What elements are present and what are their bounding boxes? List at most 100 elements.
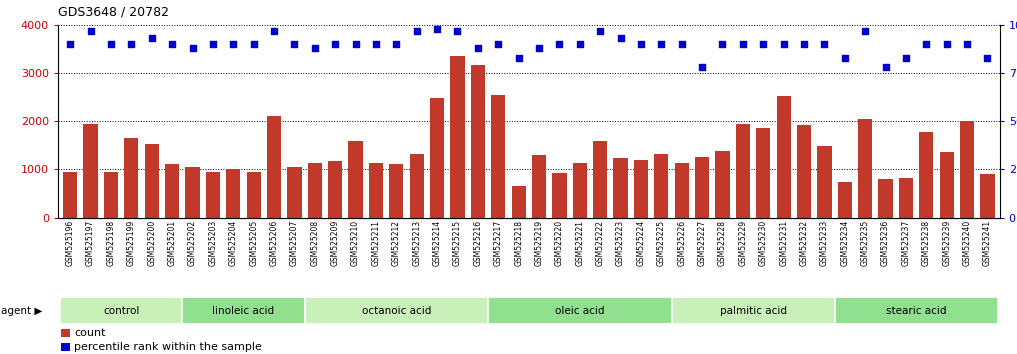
Point — [939, 41, 955, 47]
Text: GSM525198: GSM525198 — [107, 220, 116, 266]
Text: GSM525199: GSM525199 — [127, 220, 136, 266]
Point — [450, 28, 466, 33]
Bar — [430, 98, 444, 218]
Point — [204, 41, 221, 47]
Text: GSM525217: GSM525217 — [494, 220, 502, 266]
Point — [62, 41, 78, 47]
Point — [184, 45, 200, 51]
Bar — [940, 152, 954, 218]
Bar — [797, 125, 812, 218]
Text: GSM525222: GSM525222 — [596, 220, 605, 266]
Bar — [613, 158, 627, 218]
Bar — [735, 124, 750, 218]
Bar — [960, 121, 974, 218]
Bar — [777, 96, 791, 218]
Point — [959, 41, 975, 47]
Point — [265, 28, 282, 33]
Bar — [573, 163, 587, 218]
Text: GSM525233: GSM525233 — [820, 220, 829, 266]
Bar — [858, 119, 873, 218]
Text: GSM525231: GSM525231 — [779, 220, 788, 266]
Bar — [410, 154, 424, 218]
Text: GSM525224: GSM525224 — [637, 220, 646, 266]
Point — [653, 41, 669, 47]
Text: GSM525204: GSM525204 — [229, 220, 238, 266]
Point — [429, 26, 445, 32]
Text: stearic acid: stearic acid — [886, 306, 947, 316]
Point — [817, 41, 833, 47]
Text: GSM525215: GSM525215 — [453, 220, 462, 266]
Text: count: count — [74, 328, 106, 338]
Text: GSM525218: GSM525218 — [515, 220, 523, 266]
Point — [82, 28, 99, 33]
FancyBboxPatch shape — [671, 297, 835, 325]
Point — [572, 41, 588, 47]
Text: GSM525232: GSM525232 — [799, 220, 809, 266]
Text: GSM525223: GSM525223 — [616, 220, 625, 266]
Point — [694, 64, 710, 70]
Bar — [266, 116, 281, 218]
Text: GSM525201: GSM525201 — [168, 220, 177, 266]
Bar — [328, 161, 343, 218]
Text: GSM525208: GSM525208 — [310, 220, 319, 266]
Point — [409, 28, 425, 33]
Point — [225, 41, 241, 47]
Text: GSM525205: GSM525205 — [249, 220, 258, 266]
Bar — [674, 163, 689, 218]
Point — [796, 41, 813, 47]
Bar — [124, 138, 138, 218]
Text: GSM525211: GSM525211 — [371, 220, 380, 266]
Point — [327, 41, 344, 47]
Text: GSM525206: GSM525206 — [270, 220, 279, 266]
Point — [103, 41, 119, 47]
Point — [633, 41, 649, 47]
Bar — [185, 167, 199, 218]
Point — [776, 41, 792, 47]
Text: GSM525207: GSM525207 — [290, 220, 299, 266]
Point — [979, 55, 996, 61]
Bar — [308, 163, 322, 218]
Bar — [715, 151, 729, 218]
Text: GSM525200: GSM525200 — [147, 220, 157, 266]
Point — [531, 45, 547, 51]
Text: GSM525227: GSM525227 — [698, 220, 707, 266]
Bar — [899, 178, 913, 218]
Text: control: control — [103, 306, 139, 316]
Bar — [165, 164, 179, 218]
Bar — [226, 170, 240, 218]
Bar — [654, 154, 668, 218]
Point — [470, 45, 486, 51]
Point — [143, 35, 160, 41]
Text: GSM525197: GSM525197 — [86, 220, 95, 266]
Bar — [491, 95, 505, 218]
Point — [898, 55, 914, 61]
Point — [164, 41, 180, 47]
Bar — [144, 144, 159, 218]
Text: GSM525203: GSM525203 — [208, 220, 218, 266]
Point — [511, 55, 527, 61]
Text: GSM525234: GSM525234 — [840, 220, 849, 266]
Point — [307, 45, 323, 51]
Bar — [451, 56, 465, 218]
Text: GSM525209: GSM525209 — [331, 220, 340, 266]
Point — [755, 41, 771, 47]
Bar — [838, 182, 852, 218]
Text: GSM525237: GSM525237 — [901, 220, 910, 266]
Text: GSM525229: GSM525229 — [738, 220, 747, 266]
Text: GSM525240: GSM525240 — [963, 220, 971, 266]
Bar — [471, 65, 485, 218]
Point — [123, 41, 139, 47]
Text: GSM525202: GSM525202 — [188, 220, 197, 266]
Bar — [980, 174, 995, 218]
Point — [368, 41, 384, 47]
Point — [837, 55, 853, 61]
Text: GSM525225: GSM525225 — [657, 220, 666, 266]
Point — [388, 41, 405, 47]
Bar — [879, 179, 893, 218]
Text: GSM525212: GSM525212 — [392, 220, 401, 266]
Text: GSM525219: GSM525219 — [535, 220, 543, 266]
FancyBboxPatch shape — [305, 297, 488, 325]
Bar — [532, 155, 546, 218]
Text: GSM525235: GSM525235 — [860, 220, 870, 266]
Bar — [919, 132, 934, 218]
